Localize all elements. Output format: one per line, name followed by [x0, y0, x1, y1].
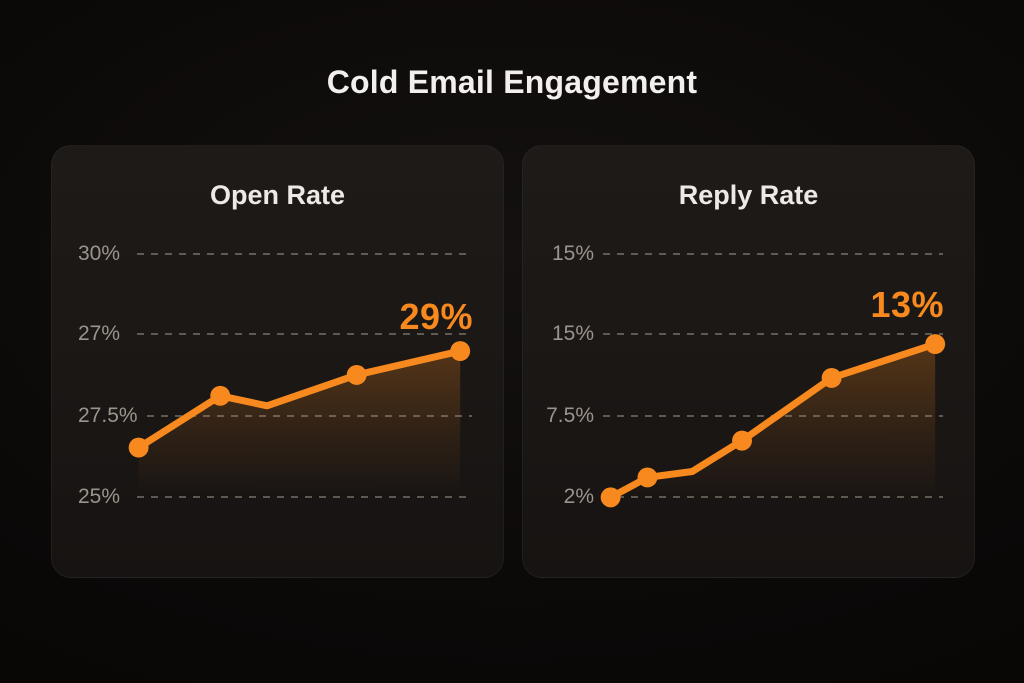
reply-rate-chart: 15% 15% 7.5% 2% 13% — [523, 146, 974, 577]
gridline-row: 25% — [52, 485, 503, 509]
y-tick-label: 7.5% — [546, 404, 594, 427]
gridline-row: 27% — [52, 322, 503, 346]
open-rate-chart: 30% 27% 27.5% 25% 29% — [52, 146, 503, 577]
dashed-gridline — [137, 333, 472, 335]
reply-rate-card: Reply Rate 15% 15% 7.5% 2% 13% — [522, 145, 975, 578]
y-tick-label: 15% — [551, 242, 594, 265]
area-fill — [138, 351, 461, 496]
dashed-gridline — [137, 496, 472, 498]
y-tick-label: 15% — [551, 322, 594, 345]
open-rate-final-value: 29% — [399, 296, 473, 337]
data-point-dot — [925, 334, 946, 355]
data-point-dot — [450, 341, 471, 362]
data-point-dot — [210, 385, 231, 406]
reply-rate-final-value: 13% — [870, 284, 944, 325]
y-tick-label: 30% — [78, 242, 121, 265]
page-title: Cold Email Engagement — [326, 64, 698, 100]
data-point-dot — [637, 467, 658, 488]
y-tick-label: 27.5% — [78, 404, 138, 427]
open-rate-line-plot — [128, 341, 471, 496]
gridline-row: 30% — [52, 242, 503, 266]
data-point-dot — [600, 487, 621, 508]
data-point-dot — [732, 430, 752, 451]
gridline-row: 15% — [523, 322, 974, 346]
y-tick-label: 25% — [78, 485, 121, 508]
y-tick-label: 2% — [563, 485, 594, 508]
dashed-gridline — [603, 333, 943, 335]
data-point-dot — [821, 367, 842, 388]
reply-rate-heading: Reply Rate — [678, 180, 819, 210]
trend-line — [135, 347, 464, 452]
y-tick-label: 27% — [78, 322, 121, 345]
dashed-gridline — [603, 253, 943, 255]
open-rate-heading: Open Rate — [209, 180, 346, 210]
dashed-gridline — [137, 253, 472, 255]
gridline-row: 15% — [523, 242, 974, 266]
open-rate-card: Open Rate 30% 27% 27.5% 25% 29% — [51, 145, 504, 578]
reply-rate-line-plot — [600, 334, 946, 508]
data-point-dot — [346, 364, 367, 385]
data-point-dot — [128, 437, 149, 458]
